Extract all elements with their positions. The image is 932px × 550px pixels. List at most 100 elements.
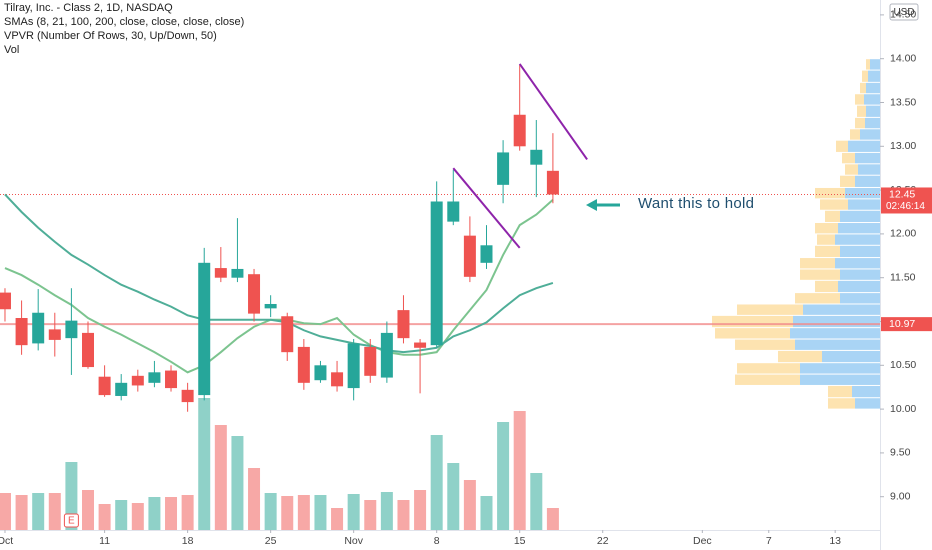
y-tick-label: 12.00 [890, 228, 916, 240]
candle-body [15, 318, 28, 346]
vpvr-up [864, 94, 880, 105]
x-tick-label: 15 [514, 535, 526, 547]
trendline [452, 167, 521, 249]
legend-line: SMAs (8, 21, 100, 200, close, close, clo… [4, 16, 244, 28]
candle-body [82, 332, 94, 368]
earnings-marker [63, 513, 79, 528]
vpvr-down [817, 234, 835, 245]
currency[interactable]: USD [893, 7, 914, 18]
candle-body [165, 370, 178, 389]
sma-line [4, 193, 554, 354]
vpvr-up [855, 175, 880, 187]
vpvr-down [715, 328, 790, 339]
candle-body [497, 152, 510, 185]
volume-bar [82, 490, 94, 530]
vpvr-up [870, 59, 880, 70]
vpvr-up [848, 199, 880, 210]
vpvr-down [860, 82, 866, 94]
y-tick-label: 9.00 [890, 490, 911, 502]
x-tick-label: 13 [829, 535, 841, 547]
earnings-label: E [68, 516, 75, 527]
candle-body [98, 376, 111, 396]
vpvr-down [712, 315, 793, 328]
vpvr-up [835, 258, 880, 269]
candle-body [231, 268, 244, 278]
candle-body [331, 372, 344, 387]
volume-bar [165, 497, 178, 530]
arrow-head [586, 199, 597, 211]
vpvr-up [858, 164, 880, 175]
volume-bar [48, 493, 61, 530]
chart-title: Tilray, Inc. - Class 2, 1D, NASDAQ [4, 2, 173, 14]
hline-label: 10.97 [889, 318, 915, 330]
volume-bar [264, 493, 277, 530]
candle-body [480, 245, 493, 263]
volume-bar [497, 422, 510, 530]
candle-body [281, 316, 294, 353]
vpvr-down [857, 105, 866, 117]
volume-bar [297, 495, 310, 530]
candle-body [248, 274, 261, 314]
legend-line: VPVR (Number Of Rows, 30, Up/Down, 50) [4, 30, 217, 42]
vpvr-up [838, 223, 880, 234]
volume-bar [546, 508, 559, 530]
vpvr-down [815, 187, 845, 199]
vpvr-down [737, 363, 800, 374]
volume-bar [530, 473, 543, 530]
candle-body [430, 201, 443, 346]
vpvr-up [840, 210, 880, 223]
candle-body [297, 346, 310, 383]
vpvr-up [800, 374, 880, 385]
vpvr-up [835, 234, 880, 245]
vpvr-up [795, 339, 880, 350]
vpvr-down [795, 293, 840, 304]
vpvr-down [735, 339, 795, 350]
candle-body [48, 329, 61, 340]
volume-bar [198, 398, 211, 530]
vpvr-down [842, 152, 855, 164]
x-tick-label: 22 [597, 535, 609, 547]
candle-body [397, 310, 410, 339]
candle-body [530, 149, 543, 165]
vpvr-up [793, 315, 880, 328]
vpvr-up [822, 350, 880, 363]
y-tick-label: 11.50 [890, 271, 916, 283]
vpvr-down [862, 70, 868, 82]
y-tick-label: 14.00 [890, 52, 916, 64]
vpvr-up [803, 304, 880, 315]
y-tick-label: 14.50 [890, 9, 916, 21]
candle-body [314, 365, 327, 381]
vpvr-down [800, 258, 835, 269]
vpvr-up [848, 140, 880, 152]
volume-bar [380, 492, 393, 530]
vpvr-down [815, 245, 840, 258]
y-tick-label: 13.50 [890, 96, 916, 108]
vpvr-up [868, 70, 880, 82]
vpvr-down [845, 164, 858, 175]
candle-body [513, 114, 526, 147]
volume-bar [397, 500, 410, 530]
annotation-arrow [586, 199, 620, 211]
last-price-label: 12.45 [889, 188, 915, 200]
vpvr-down [820, 199, 848, 210]
countdown-label: 02:46:14 [886, 201, 925, 212]
candle-body [380, 332, 393, 378]
y-tick-label: 10.50 [890, 359, 916, 371]
x-tick-label: 11 [99, 535, 110, 547]
volume-bar [248, 468, 261, 530]
vpvr-down [836, 140, 848, 152]
vpvr-down [855, 94, 864, 105]
last-price-box [881, 187, 932, 214]
volume-bar [32, 493, 45, 530]
candle-body [364, 346, 377, 376]
candle-body [148, 372, 161, 383]
x-tick-label: 25 [265, 535, 277, 547]
volume-bar [447, 463, 460, 530]
vpvr-up [800, 363, 880, 374]
candle-body [264, 303, 277, 309]
currency-box[interactable] [889, 3, 919, 21]
plot: E [0, 59, 880, 530]
candle-body [447, 201, 460, 222]
vpvr-up [855, 152, 880, 164]
